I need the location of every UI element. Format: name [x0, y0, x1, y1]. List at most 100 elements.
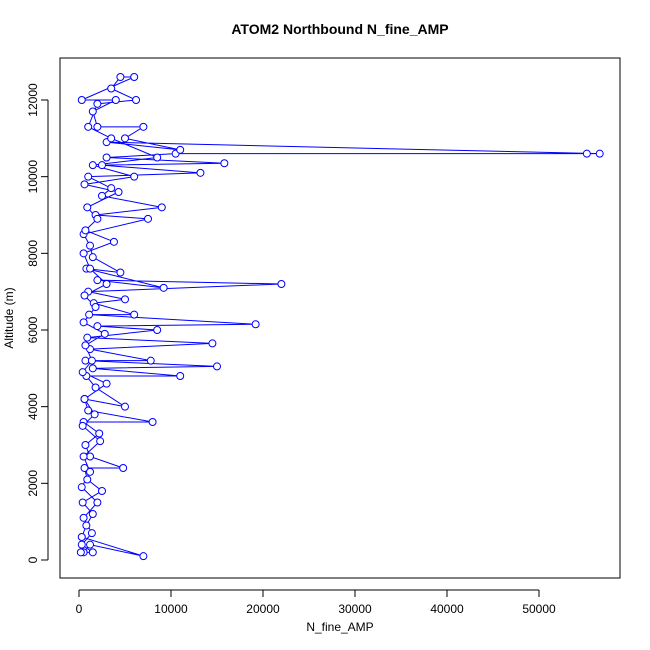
x-tick-label: 0: [76, 602, 83, 616]
data-point: [277, 280, 286, 289]
data-point: [146, 356, 155, 365]
data-point: [81, 440, 90, 449]
data-point: [130, 310, 139, 319]
data-point: [93, 122, 102, 131]
data-point: [143, 214, 152, 223]
data-point: [102, 379, 111, 388]
data-point: [208, 339, 217, 348]
data-point: [77, 532, 86, 541]
data-point: [196, 168, 205, 177]
data-point: [77, 483, 86, 492]
data-point: [83, 203, 92, 212]
data-point: [116, 268, 125, 277]
data-point: [107, 134, 116, 143]
data-point: [130, 172, 139, 181]
data-point: [90, 410, 99, 419]
data-point: [88, 161, 97, 170]
x-tick-label: 30000: [338, 602, 372, 616]
data-point: [91, 383, 100, 392]
data-point: [97, 191, 106, 200]
x-axis-label: N_fine_AMP: [306, 620, 373, 634]
data-point: [97, 486, 106, 495]
data-point: [95, 429, 104, 438]
data-point: [116, 73, 125, 82]
data-point: [153, 153, 162, 162]
data-point: [87, 356, 96, 365]
data-point: [93, 214, 102, 223]
y-tick-label: 8000: [26, 240, 40, 267]
data-point: [91, 302, 100, 311]
data-point: [220, 159, 229, 168]
data-point: [153, 325, 162, 334]
data-point: [83, 475, 92, 484]
data-point: [148, 417, 157, 426]
data-point: [81, 226, 90, 235]
data-point: [81, 341, 90, 350]
x-tick-label: 50000: [522, 602, 556, 616]
data-point: [86, 467, 95, 476]
data-point: [78, 421, 87, 430]
data-point: [79, 513, 88, 522]
data-point: [80, 291, 89, 300]
x-tick-label: 20000: [246, 602, 280, 616]
data-point: [78, 498, 87, 507]
data-point: [120, 134, 129, 143]
data-point: [159, 283, 168, 292]
data-point: [86, 241, 95, 250]
x-tick-label: 40000: [430, 602, 464, 616]
data-point: [77, 96, 86, 105]
y-tick-label: 10000: [26, 160, 40, 194]
data-point: [582, 149, 591, 158]
data-point: [120, 295, 129, 304]
data-point: [78, 368, 87, 377]
data-point: [76, 548, 85, 557]
data-point: [83, 333, 92, 342]
data-point: [119, 463, 128, 472]
data-point: [80, 180, 89, 189]
data-point: [96, 437, 105, 446]
y-tick-label: 12000: [26, 83, 40, 117]
chart-title: ATOM2 Northbound N_fine_AMP: [231, 21, 448, 37]
data-point: [107, 84, 116, 93]
data-point: [88, 509, 97, 518]
data-point: [84, 122, 93, 131]
data-point: [107, 184, 116, 193]
data-point: [111, 96, 120, 105]
plot-box: [59, 57, 621, 579]
data-point: [100, 329, 109, 338]
data-point: [93, 276, 102, 285]
data-point: [84, 172, 93, 181]
data-point: [93, 498, 102, 507]
data-point: [80, 463, 89, 472]
data-point: [88, 107, 97, 116]
data-point: [157, 203, 166, 212]
data-point: [97, 161, 106, 170]
x-tick-label: 10000: [154, 602, 188, 616]
data-point: [102, 153, 111, 162]
y-tick-label: 4000: [26, 393, 40, 420]
data-point: [139, 552, 148, 561]
data-point: [109, 237, 118, 246]
y-axis-label: Altitude (m): [2, 287, 16, 348]
data-point: [132, 96, 141, 105]
data-point: [79, 318, 88, 327]
data-point: [102, 280, 111, 289]
data-point: [88, 253, 97, 262]
data-point: [93, 99, 102, 108]
data-point: [86, 264, 95, 273]
data-point: [80, 394, 89, 403]
data-point: [82, 521, 91, 530]
data-point: [176, 371, 185, 380]
data-point: [77, 540, 86, 549]
data-point: [139, 122, 148, 131]
data-point: [251, 320, 260, 329]
data-point: [84, 406, 93, 415]
data-point: [79, 452, 88, 461]
data-point: [87, 529, 96, 538]
data-line: [80, 76, 600, 557]
data-point: [93, 322, 102, 331]
data-point: [88, 364, 97, 373]
y-tick-label: 0: [26, 556, 40, 563]
data-point: [86, 540, 95, 549]
